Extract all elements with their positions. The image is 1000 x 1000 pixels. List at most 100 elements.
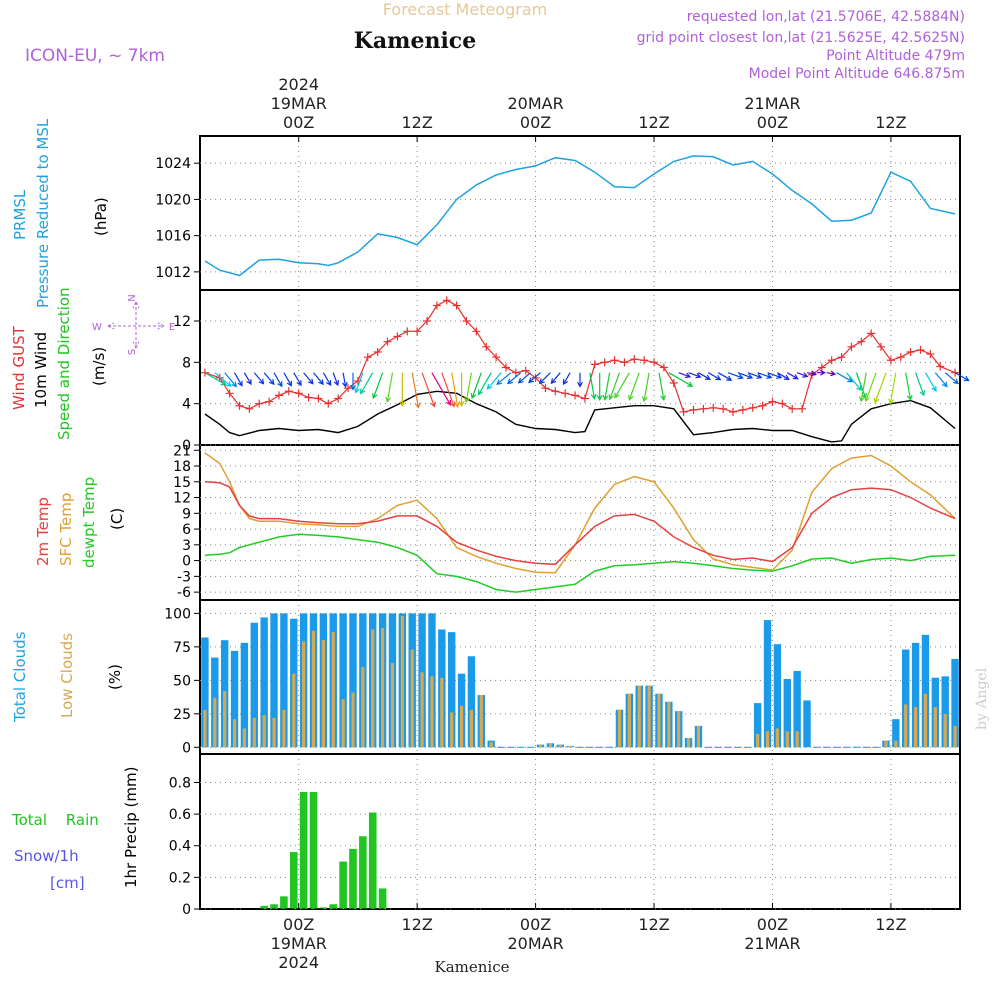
gust-marker: [709, 403, 718, 412]
wind-arrow: [263, 372, 275, 386]
total-cloud-bar: [744, 746, 752, 748]
wind-arrow: [608, 372, 621, 401]
wind-arrow: [243, 372, 252, 386]
low-cloud-bar: [627, 693, 631, 748]
time-label-bottom: 21MAR: [744, 934, 800, 953]
tick-label: 15: [173, 475, 191, 491]
gust-marker: [669, 379, 678, 387]
time-label-bottom: 12Z: [638, 915, 669, 934]
wind-labels: Wind GUST 10m Wind Speed and Direction (…: [10, 287, 175, 440]
wind-arrow: [628, 372, 640, 401]
wind-arrow: [737, 372, 754, 380]
gust-marker: [462, 317, 471, 325]
gust-marker: [324, 399, 333, 408]
total-cloud-bar: [911, 642, 920, 748]
wind-arrow: [757, 372, 773, 379]
wind-arrow: [708, 372, 722, 381]
gust-marker: [886, 356, 895, 365]
gust-marker: [571, 391, 580, 400]
total-cloud-bar: [773, 644, 782, 748]
low-cloud-bar: [223, 691, 227, 748]
rain-bar: [378, 888, 387, 909]
wind-arrow: [528, 372, 541, 384]
total-cloud-bar: [526, 746, 535, 748]
gust-marker: [225, 389, 234, 398]
cloud-unit: (%): [106, 664, 124, 690]
low-cloud-bar: [292, 673, 296, 748]
wind-arrow: [816, 369, 826, 376]
total-cloud-bar: [596, 746, 604, 748]
low-cloud-bar: [558, 744, 562, 748]
gust-marker: [728, 407, 737, 416]
low-cloud-bar: [489, 741, 493, 748]
time-label-bottom: 20MAR: [507, 934, 563, 953]
pressure-labels: PRMSL Pressure Reduced to MSL (hPa): [11, 118, 110, 308]
time-label-top: 12Z: [875, 113, 906, 132]
rain-bar: [368, 812, 377, 909]
gust-marker: [778, 399, 787, 408]
wind-arrow: [322, 372, 332, 387]
compass-e: E: [169, 322, 175, 333]
gust-marker: [630, 355, 639, 364]
wind-arrow: [658, 372, 666, 402]
total-cloud-bar: [734, 746, 742, 748]
tick-label: 1016: [155, 229, 191, 245]
gust-label: Wind GUST: [10, 325, 28, 410]
gust-marker: [561, 389, 570, 398]
subtitle: Forecast Meteogram: [383, 0, 547, 19]
wind-arrow: [486, 372, 502, 390]
wind-arrow: [253, 372, 265, 385]
gust-marker: [659, 363, 668, 372]
t2m-line: [204, 481, 956, 566]
time-label-top: 20MAR: [507, 94, 563, 113]
gust-marker: [492, 353, 501, 362]
low-cloud-bar: [775, 728, 780, 748]
gust-marker: [640, 356, 649, 365]
low-cloud-bar: [548, 743, 552, 748]
wind-arrow: [641, 372, 650, 403]
temperature-plot: [204, 452, 956, 593]
wind-arrow: [688, 372, 702, 379]
tick-label: 9: [182, 506, 191, 522]
wind-arrow: [836, 372, 854, 383]
wind-arrow: [747, 372, 763, 379]
gust-marker: [551, 387, 560, 396]
low-cloud-label: Low Clouds: [58, 633, 76, 718]
gust-marker: [877, 342, 886, 351]
wind-arrow: [859, 372, 867, 403]
gust-marker: [951, 368, 960, 377]
total-cloud-bar: [823, 746, 831, 748]
wind-arrow: [506, 372, 522, 385]
gust-marker: [758, 401, 767, 410]
wind-arrow: [678, 372, 692, 379]
time-label-bottom: 2024: [278, 953, 319, 972]
wind-arrow: [360, 372, 374, 395]
wind-arrow: [421, 372, 436, 408]
total-cloud-bar: [201, 637, 209, 748]
wind-arrow: [204, 372, 227, 386]
wind-arrow: [562, 372, 571, 386]
tick-label: -6: [177, 585, 191, 601]
precip-labels: Total Rain Snow/1h [cm] 1hr Precip (mm): [11, 767, 140, 892]
low-cloud-bar: [331, 632, 335, 748]
watermark: by Angel: [974, 667, 990, 730]
rain-bar: [329, 904, 338, 909]
rain-bar: [280, 896, 288, 909]
total-cloud-bar: [240, 642, 249, 748]
total-cloud-bar: [576, 746, 584, 748]
model-altitude: Model Point Altitude 646.875m: [749, 66, 965, 82]
low-cloud-bar: [696, 725, 701, 748]
low-cloud-bar: [272, 717, 276, 748]
wind-arrow: [214, 372, 232, 388]
gust-marker: [817, 363, 826, 372]
wind-arrow: [332, 372, 340, 387]
time-label-top: 2024: [278, 75, 319, 94]
gust-line: [204, 299, 956, 413]
tick-label: 0: [182, 902, 191, 918]
gust-marker: [413, 327, 422, 336]
gust-marker: [432, 301, 441, 310]
low-cloud-bar: [923, 693, 928, 748]
wind-arrow: [954, 372, 970, 382]
low-cloud-bar: [469, 709, 474, 748]
